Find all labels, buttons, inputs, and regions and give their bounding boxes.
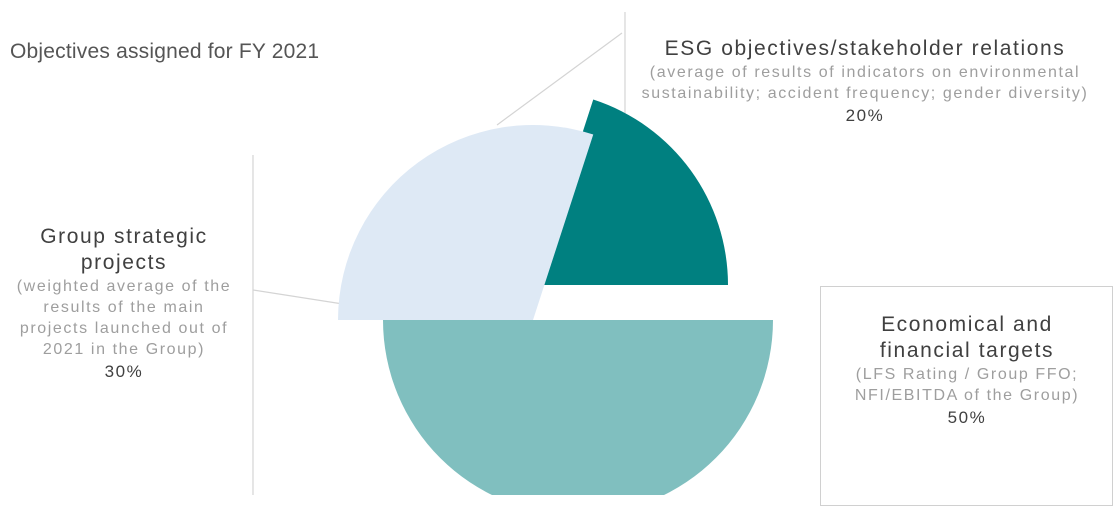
slice-value-economic: 50% [947,408,987,427]
slice-value-group-strategic: 30% [104,362,144,381]
slice-title-esg: ESG objectives/stakeholder relations [664,37,1066,60]
slice-label-esg: ESG objectives/stakeholder relations (av… [615,36,1115,128]
slice-label-economic: Economical and financial targets (LFS Ra… [822,312,1112,430]
slice-label-group-strategic: Group strategic projects (weighted avera… [0,224,248,384]
leader-line-esg [496,32,623,126]
pie-chart [252,12,773,495]
slice-value-esg: 20% [845,106,885,125]
slice-title-group-strategic: Group strategic projects [40,225,208,274]
slice-economic [383,320,773,495]
slice-description-esg: (average of results of indicators on env… [641,64,1089,102]
slice-title-economic: Economical and financial targets [879,313,1055,362]
slice-description-group-strategic: (weighted average of the results of the … [16,278,232,358]
slice-description-economic: (LFS Rating / Group FFO; NFI/EBITDA of t… [854,366,1080,404]
chart-title: Objectives assigned for FY 2021 [10,40,320,63]
slice-group-strategic [338,125,594,321]
